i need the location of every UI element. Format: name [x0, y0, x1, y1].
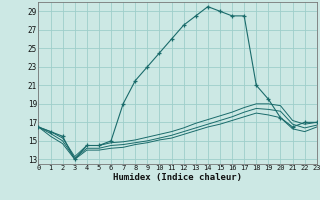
X-axis label: Humidex (Indice chaleur): Humidex (Indice chaleur) — [113, 173, 242, 182]
